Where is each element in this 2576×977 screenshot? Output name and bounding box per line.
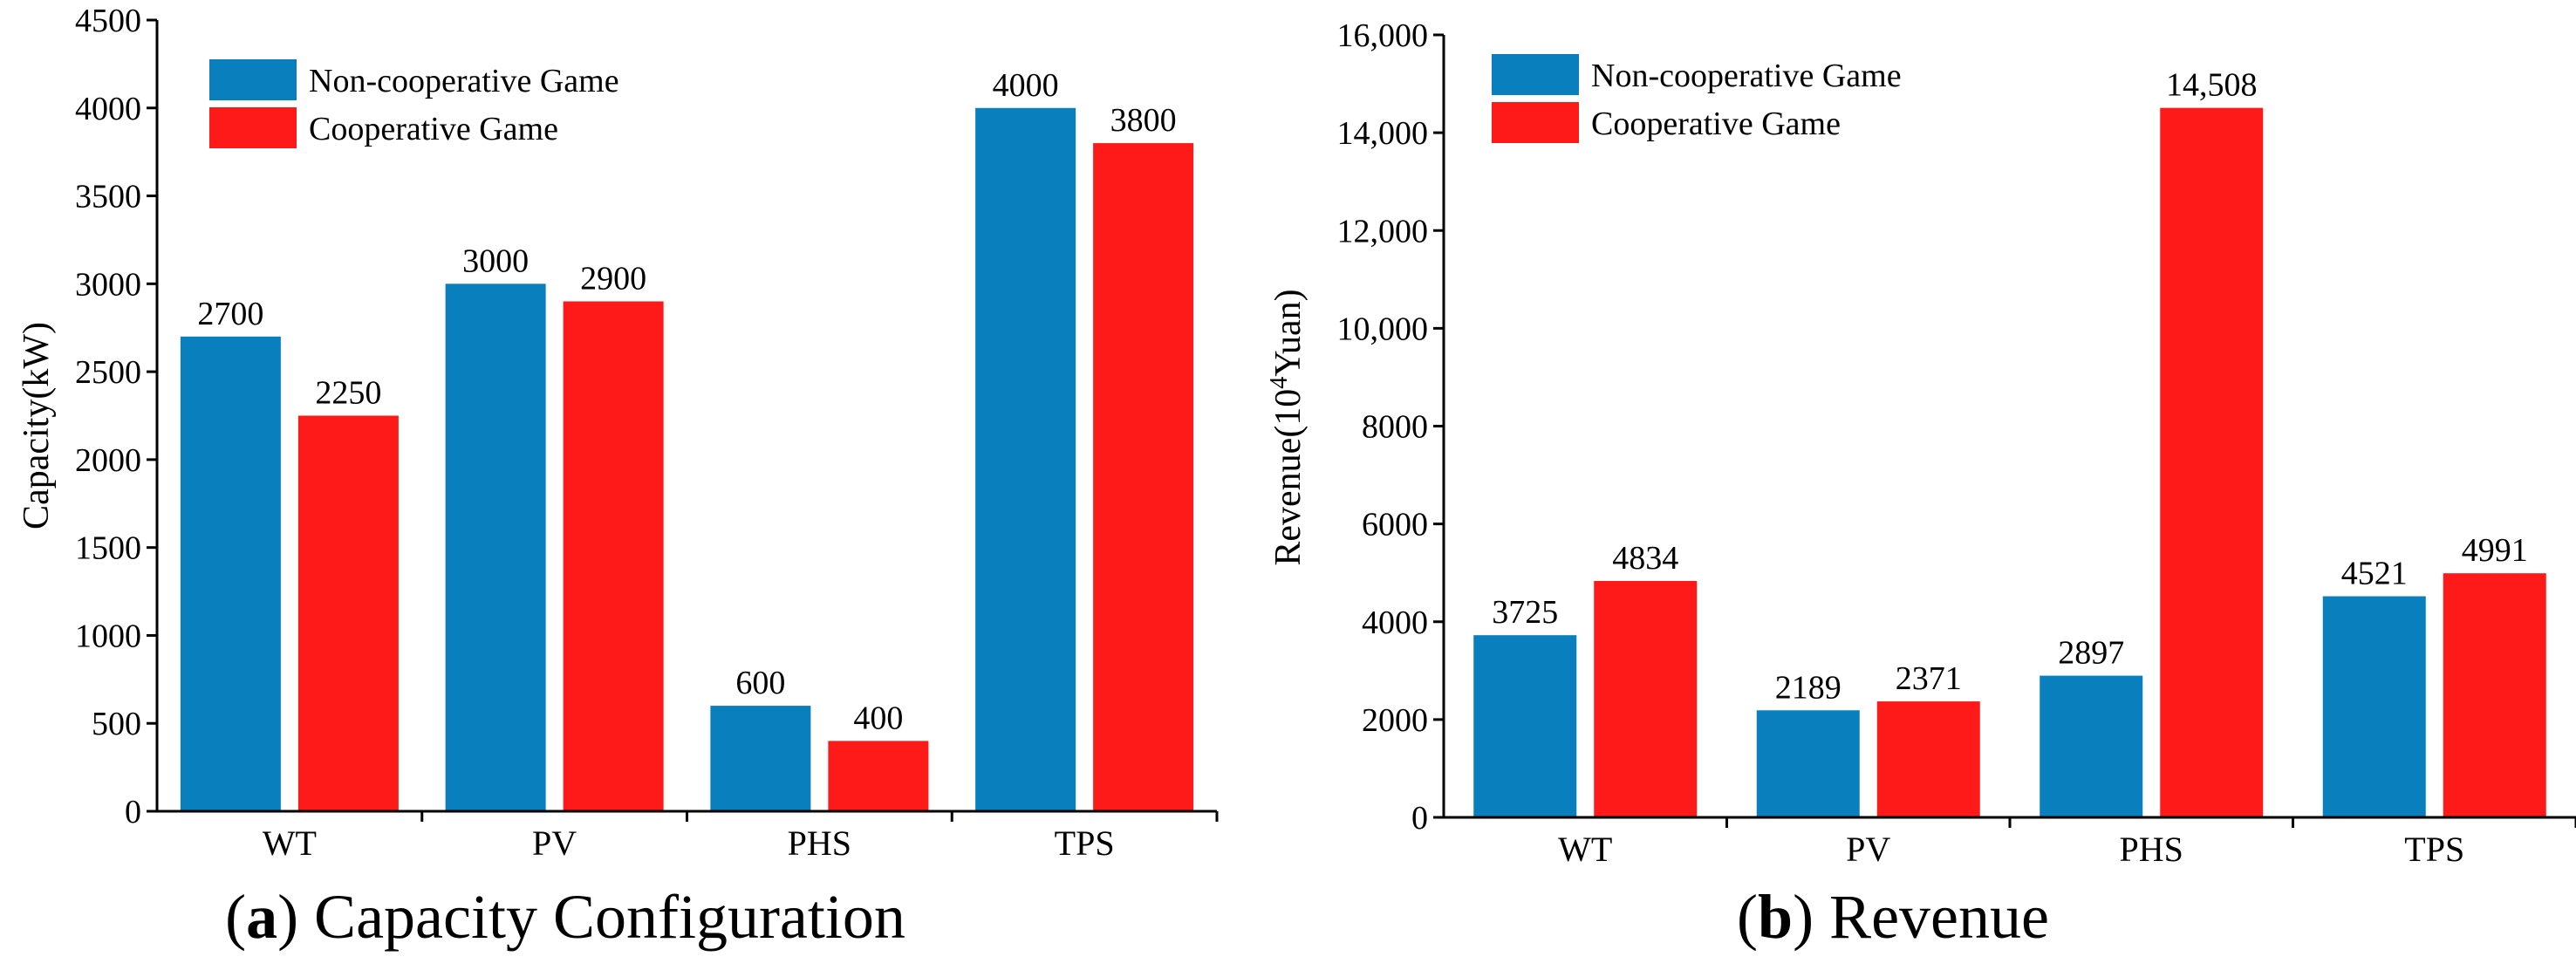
capacity-y-ticks: 0 500 1000 1500 2000 2500 3000 3500 4000 4500 <box>75 3 157 830</box>
revenue-y-ticks: 0 2000 4000 6000 8000 10,000 12,000 14,000 16,00… <box>1337 17 1444 837</box>
bar-value-label: 4834 <box>1612 540 1678 577</box>
y-tick-label: 3000 <box>75 266 141 303</box>
revenue-x-ticks: WT PV PHS TPS <box>1558 817 2576 869</box>
capacity-bars <box>180 107 1194 812</box>
y-tick-label: 2000 <box>1362 702 1428 739</box>
y-tick-label: 500 <box>92 706 141 742</box>
caption-capacity: (a) Capacity Configuration <box>225 882 905 952</box>
bar-value-label: 4521 <box>2341 556 2408 592</box>
bar-value-label: 4991 <box>2462 532 2528 569</box>
bar-phs-non-cooperative <box>710 706 811 811</box>
legend-swatch-non-cooperative <box>209 59 297 100</box>
bar-pv-non-cooperative <box>1756 710 1860 817</box>
y-tick-label: 4000 <box>1362 605 1428 641</box>
legend-swatch-non-cooperative <box>1492 54 1579 95</box>
y-tick-label: 2500 <box>75 354 141 391</box>
y-tick-label: 10,000 <box>1337 311 1429 347</box>
y-axis-label: Revenue(104Yuan) <box>1266 289 1309 565</box>
bar-value-label: 3725 <box>1492 594 1558 631</box>
legend-swatch-cooperative <box>1492 102 1579 143</box>
capacity-legend: Non-cooperative Game Cooperative Game <box>209 59 619 148</box>
bar-value-label: 14,508 <box>2166 67 2258 104</box>
bar-tps-non-cooperative <box>975 107 1076 812</box>
y-axis-title: Revenue(104Yuan) <box>1266 289 1309 565</box>
y-tick-label: 16,000 <box>1337 17 1429 54</box>
x-category-label-phs: PHS <box>2120 830 2183 869</box>
capacity-x-ticks: WT PV PHS TPS <box>263 811 1219 863</box>
bar-value-label: 2900 <box>580 260 646 297</box>
bar-value-label: 3000 <box>462 243 529 279</box>
y-tick-label: 4500 <box>75 3 141 39</box>
y-tick-label: 12,000 <box>1337 213 1429 249</box>
x-category-label-pv: PV <box>1846 830 1890 869</box>
bar-phs-cooperative <box>828 741 929 811</box>
x-category-label-wt: WT <box>1558 830 1612 869</box>
x-category-label-wt: WT <box>263 823 317 863</box>
bar-value-label: 2250 <box>315 375 381 412</box>
capacity-bar-labels: 2700 3000 600 4000 2250 2900 400 3800 <box>197 67 1176 737</box>
bar-value-label: 2897 <box>2058 635 2124 672</box>
bar-value-label: 3800 <box>1110 102 1177 139</box>
bar-wt-non-cooperative <box>1473 635 1577 817</box>
bar-tps-cooperative <box>1093 143 1194 812</box>
capacity-chart-panel: Capacity(kW) 2700 3000 600 4000 2250 2900 400 3… <box>17 3 1219 952</box>
y-tick-label: 6000 <box>1362 507 1428 543</box>
y-tick-label: 2000 <box>75 442 141 479</box>
bar-value-label: 4000 <box>993 67 1059 104</box>
bar-value-label: 2189 <box>1775 669 1841 706</box>
y-axis-label: Capacity(kW) <box>17 322 57 529</box>
revenue-bar-labels: 3725 2189 2897 4521 4834 2371 14,508 4991 <box>1492 67 2528 707</box>
x-category-label-pv: PV <box>532 823 577 863</box>
y-tick-label: 1000 <box>75 618 141 654</box>
legend-label-cooperative: Cooperative Game <box>1591 106 1841 142</box>
bar-tps-cooperative <box>2443 573 2546 817</box>
legend-swatch-cooperative <box>209 107 297 148</box>
y-tick-label: 1500 <box>75 530 141 567</box>
bar-wt-cooperative <box>297 415 399 811</box>
x-category-label-phs: PHS <box>788 823 851 863</box>
y-tick-label: 4000 <box>75 91 141 127</box>
legend-label-cooperative: Cooperative Game <box>309 111 558 147</box>
y-tick-label: 8000 <box>1362 409 1428 446</box>
revenue-legend: Non-cooperative Game Cooperative Game <box>1492 54 1902 143</box>
bar-pv-cooperative <box>563 301 664 811</box>
y-tick-label: 0 <box>125 794 141 830</box>
y-axis-title: Capacity(kW) <box>17 322 57 529</box>
bar-phs-non-cooperative <box>2040 675 2143 817</box>
x-category-label-tps: TPS <box>1055 823 1115 863</box>
bar-value-label: 2700 <box>197 296 263 332</box>
y-tick-label: 0 <box>1411 800 1428 837</box>
revenue-bars <box>1473 107 2546 817</box>
bar-value-label: 600 <box>735 665 785 701</box>
bar-pv-cooperative <box>1876 701 1980 817</box>
bar-value-label: 2371 <box>1896 660 1962 697</box>
bar-wt-non-cooperative <box>180 336 281 811</box>
caption-revenue: (b) Revenue <box>1737 882 2049 952</box>
bar-tps-non-cooperative <box>2322 596 2426 817</box>
y-tick-label: 14,000 <box>1337 115 1429 152</box>
bar-value-label: 400 <box>853 700 903 736</box>
x-category-label-tps: TPS <box>2404 830 2464 869</box>
legend-label-non-cooperative: Non-cooperative Game <box>309 63 619 99</box>
y-tick-label: 3500 <box>75 179 141 215</box>
revenue-chart-panel: Revenue(104Yuan) 3725 2189 2897 4521 4834 237… <box>1266 17 2576 952</box>
legend-label-non-cooperative: Non-cooperative Game <box>1591 58 1902 94</box>
bar-phs-cooperative <box>2160 107 2264 817</box>
bar-wt-cooperative <box>1594 580 1698 817</box>
bar-pv-non-cooperative <box>445 284 546 811</box>
